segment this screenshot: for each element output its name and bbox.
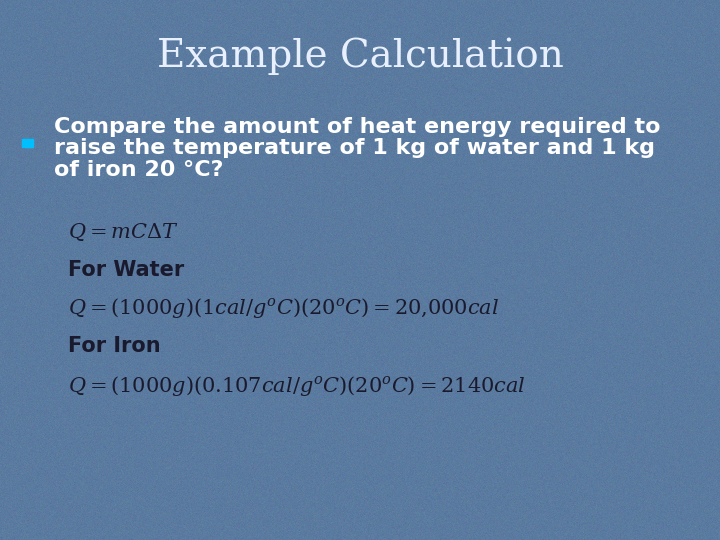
Text: For Water: For Water — [68, 260, 184, 280]
Text: $Q = mC\Delta T$: $Q = mC\Delta T$ — [68, 221, 179, 243]
Text: raise the temperature of 1 kg of water and 1 kg: raise the temperature of 1 kg of water a… — [54, 138, 655, 159]
Text: $Q = (1000g)(1cal/g^{o}C)(20^{o}C) = 20{,}000cal$: $Q = (1000g)(1cal/g^{o}C)(20^{o}C) = 20{… — [68, 296, 500, 320]
Text: For Iron: For Iron — [68, 335, 161, 356]
Text: Compare the amount of heat energy required to: Compare the amount of heat energy requir… — [54, 117, 660, 137]
Text: of iron 20 °C?: of iron 20 °C? — [54, 160, 223, 180]
Text: $Q = (1000g)(0.107cal/g^{o}C)(20^{o}C) = 2140cal$: $Q = (1000g)(0.107cal/g^{o}C)(20^{o}C) =… — [68, 374, 526, 398]
Text: Example Calculation: Example Calculation — [156, 38, 564, 76]
Bar — [22, 139, 33, 147]
